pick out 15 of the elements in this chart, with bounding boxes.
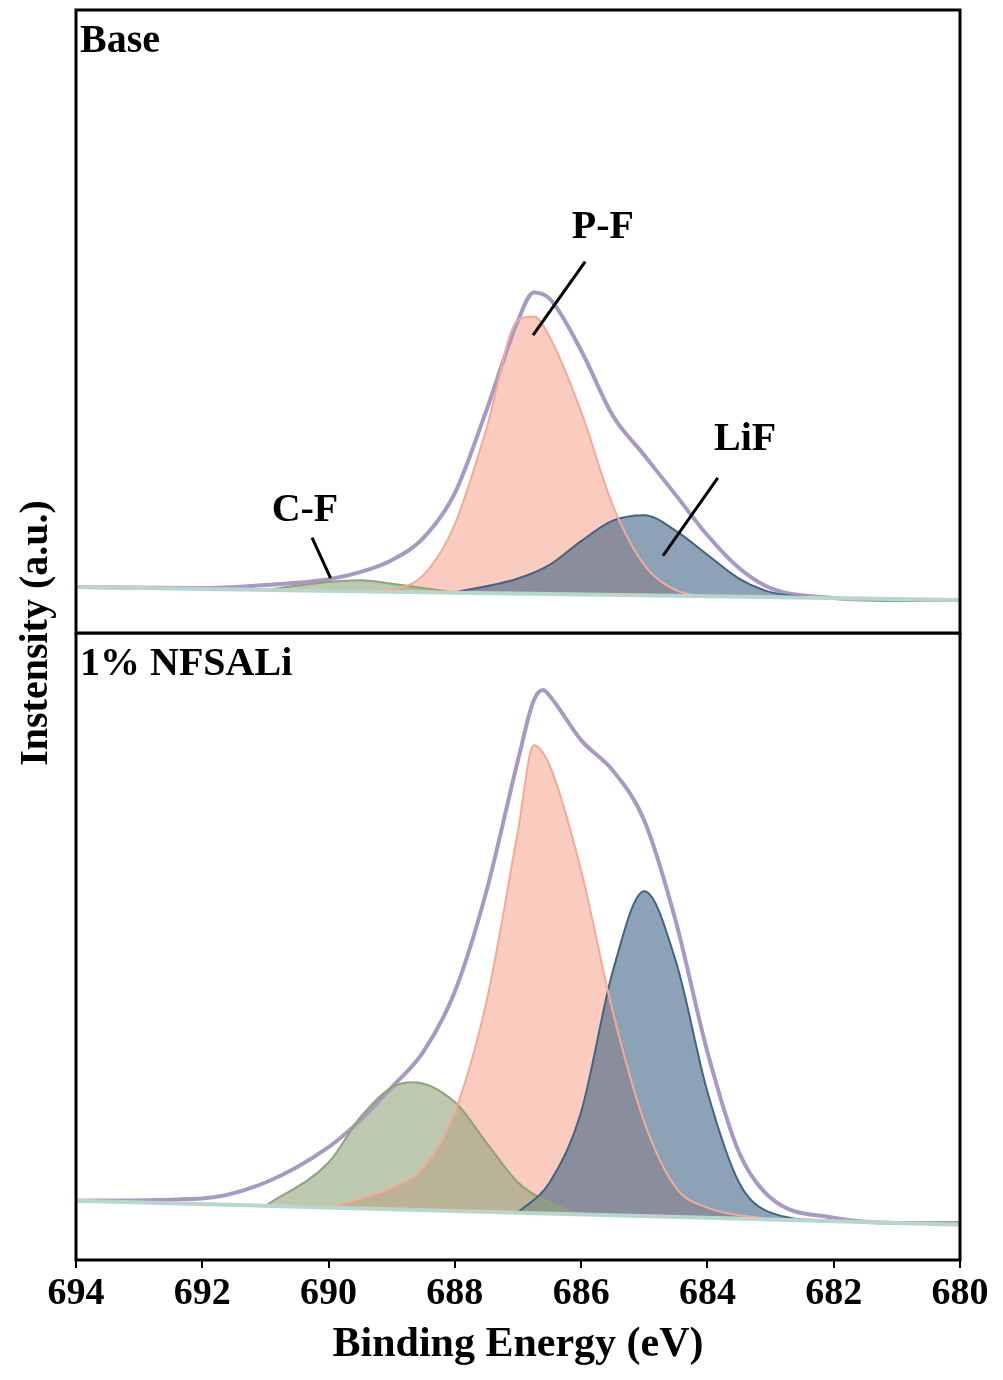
x-tick-label: 680 xyxy=(931,1269,989,1312)
x-tick-label: 690 xyxy=(300,1269,358,1312)
x-tick-label: 688 xyxy=(426,1269,484,1312)
x-tick-label: 694 xyxy=(47,1269,105,1312)
annotation: LiF xyxy=(714,414,777,460)
y-axis-title: Instensity (a.u.) xyxy=(9,500,57,766)
x-tick-label: 686 xyxy=(552,1269,610,1312)
x-tick-label: 692 xyxy=(173,1269,231,1312)
x-axis-title: Binding Energy (eV) xyxy=(332,1318,704,1366)
chart-title: 1% NFSALi xyxy=(80,639,293,685)
chart-title: Base xyxy=(80,16,160,62)
x-tick-label: 682 xyxy=(805,1269,863,1312)
text: P-F xyxy=(571,202,634,248)
annotation: C-F xyxy=(271,484,339,530)
x-tick-label: 684 xyxy=(678,1269,736,1312)
